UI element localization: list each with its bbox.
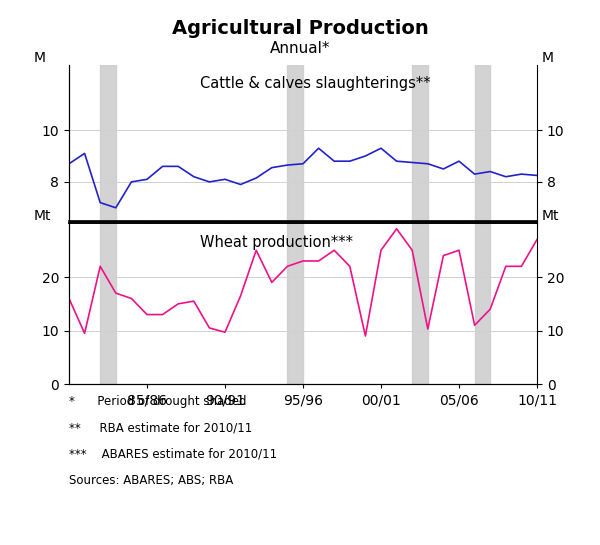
- Text: Wheat production***: Wheat production***: [200, 235, 353, 250]
- Text: Cattle & calves slaughterings**: Cattle & calves slaughterings**: [200, 76, 431, 91]
- Bar: [100, 223, 116, 384]
- Bar: [475, 223, 490, 384]
- Text: Agricultural Production: Agricultural Production: [172, 19, 428, 38]
- Bar: [287, 223, 303, 384]
- Text: M: M: [34, 51, 46, 65]
- Text: ***    ABARES estimate for 2010/11: *** ABARES estimate for 2010/11: [69, 447, 277, 461]
- Bar: [100, 65, 116, 221]
- Text: **     RBA estimate for 2010/11: ** RBA estimate for 2010/11: [69, 421, 252, 434]
- Text: Mt: Mt: [34, 209, 52, 223]
- Bar: [475, 65, 490, 221]
- Bar: [412, 65, 428, 221]
- Bar: [287, 65, 303, 221]
- Bar: [412, 223, 428, 384]
- Text: M: M: [542, 51, 554, 65]
- Text: Sources: ABARES; ABS; RBA: Sources: ABARES; ABS; RBA: [69, 474, 233, 487]
- Text: Mt: Mt: [542, 209, 559, 223]
- Text: Annual*: Annual*: [270, 41, 330, 56]
- Text: *      Period of drought shaded: * Period of drought shaded: [69, 395, 247, 408]
